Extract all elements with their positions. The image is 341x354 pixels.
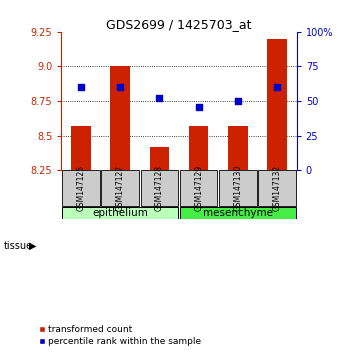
Text: GSM147130: GSM147130 [233, 165, 242, 211]
Bar [110, 67, 130, 170]
Text: GSM147129: GSM147129 [194, 165, 203, 211]
Text: mesenchyme: mesenchyme [203, 208, 273, 218]
Bar [62, 207, 178, 219]
Text: GSM147128: GSM147128 [155, 165, 164, 211]
Legend: transformed count, percentile rank within the sample: transformed count, percentile rank withi… [39, 325, 201, 346]
Bar [140, 170, 178, 206]
Bar [101, 170, 139, 206]
Bar [180, 170, 218, 206]
Text: GSM147125: GSM147125 [76, 165, 86, 211]
Text: ▶: ▶ [29, 241, 36, 251]
Title: GDS2699 / 1425703_at: GDS2699 / 1425703_at [106, 18, 252, 31]
Point [235, 98, 240, 104]
Text: GSM147132: GSM147132 [272, 165, 282, 211]
Point [117, 84, 123, 90]
Bar [267, 39, 287, 170]
Point [157, 95, 162, 101]
Point [196, 104, 201, 109]
Bar [180, 207, 296, 219]
Point [274, 84, 280, 90]
Bar [219, 170, 257, 206]
Bar [228, 126, 248, 170]
Bar [62, 170, 100, 206]
Bar [150, 147, 169, 170]
Text: GSM147127: GSM147127 [116, 165, 125, 211]
Point [78, 84, 84, 90]
Text: epithelium: epithelium [92, 208, 148, 218]
Bar [71, 126, 91, 170]
Bar [258, 170, 296, 206]
Text: tissue: tissue [3, 241, 32, 251]
Bar [189, 126, 208, 170]
